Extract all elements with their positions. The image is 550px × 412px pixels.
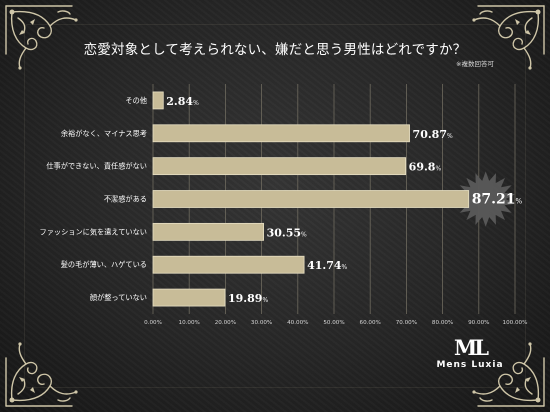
brand-logo: ML Mens Luxia	[430, 335, 510, 378]
x-tick-label: 20.00%	[215, 320, 236, 326]
corner-ornament-bottom-right	[472, 342, 545, 407]
x-tick-label: 30.00%	[251, 320, 272, 326]
x-tick-label: 0.00%	[144, 320, 162, 326]
x-tick-label: 60.00%	[360, 320, 381, 326]
x-tick-label: 40.00%	[287, 320, 308, 326]
chart-title: 恋愛対象として考えられない、嫌だと思う男性はどれですか？	[83, 42, 467, 58]
data-label: 70.87%	[413, 128, 453, 141]
data-label: 41.74%	[307, 259, 347, 272]
decorative-frame	[24, 24, 526, 388]
data-label: 69.8%	[409, 161, 442, 174]
data-label: 30.55%	[267, 226, 307, 239]
corner-ornament-bottom-left	[5, 342, 78, 407]
category-label: 髪の毛が薄い、ハゲている	[61, 260, 147, 269]
category-label: その他	[125, 96, 147, 105]
bar	[152, 91, 164, 110]
bar	[152, 288, 226, 307]
bar	[152, 124, 410, 143]
brand-name: Mens Luxia	[436, 360, 504, 370]
category-label: 余裕がなく、マイナス思考	[61, 129, 147, 138]
category-label: 不潔感がある	[104, 195, 147, 204]
data-label: 2.84%	[166, 95, 199, 108]
bar	[152, 222, 264, 241]
bar	[152, 190, 470, 208]
x-tick-label: 100.00%	[503, 320, 528, 326]
corner-ornament-top-right	[472, 5, 545, 70]
bar	[152, 255, 305, 274]
highlight-starburst	[456, 171, 516, 227]
x-tick-label: 70.00%	[396, 320, 417, 326]
category-label: 仕事ができない、責任感がない	[46, 162, 147, 171]
category-label: ファッションに気を遣えていない	[40, 227, 147, 236]
brand-mark: ML	[453, 335, 489, 360]
bar	[152, 157, 407, 176]
category-label: 顔が整っていない	[90, 293, 147, 302]
x-tick-label: 80.00%	[432, 320, 453, 326]
data-label: 87.21%	[472, 192, 523, 208]
x-tick-label: 10.00%	[179, 320, 200, 326]
data-label: 19.89%	[228, 292, 268, 305]
x-tick-label: 50.00%	[323, 320, 344, 326]
corner-ornament-top-left	[5, 5, 78, 70]
x-tick-label: 90.00%	[468, 320, 489, 326]
multiple-answers-note: ※複数回答可	[456, 60, 494, 68]
